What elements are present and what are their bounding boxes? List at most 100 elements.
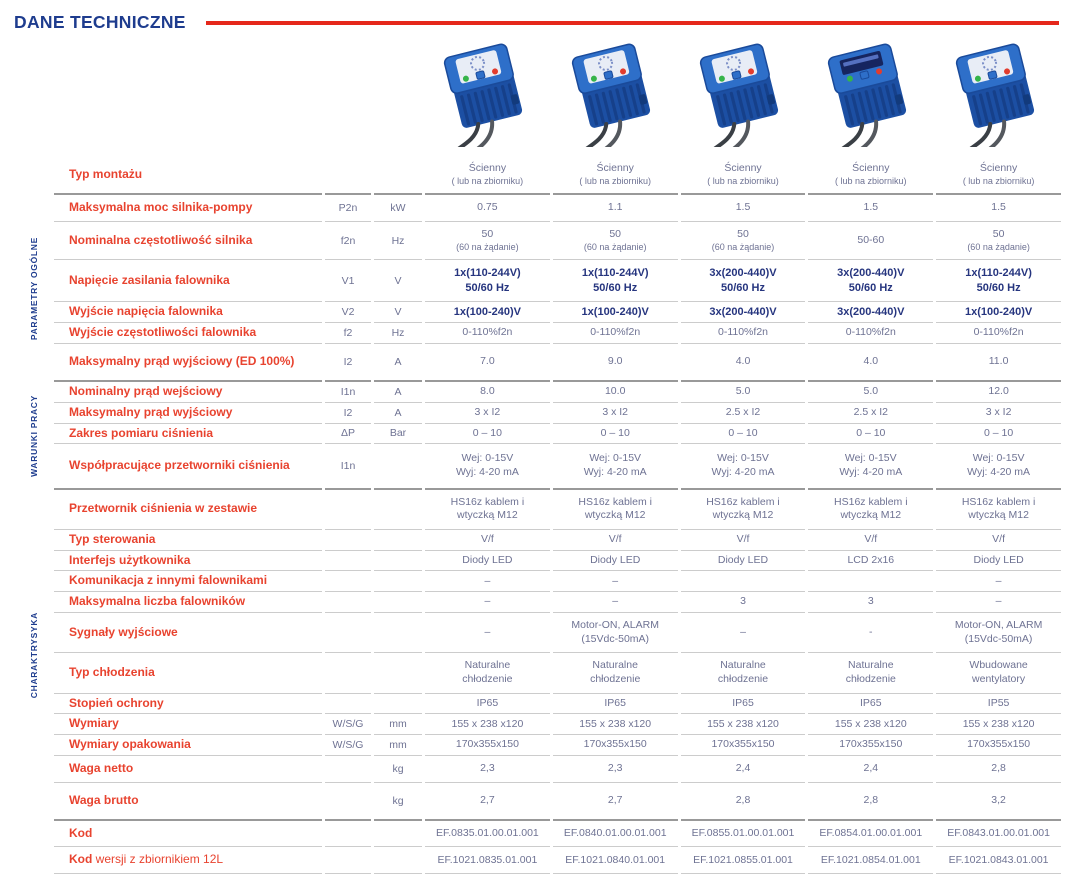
value-cell-col5: Wbudowane wentylatory: [936, 653, 1061, 694]
row-label-text: Maksymalna liczba falowników: [69, 594, 246, 609]
value-cell-col5: HS16z kablem i wtyczką M12: [936, 490, 1061, 530]
row-label-stopien-ochrony: Stopień ochrony: [54, 694, 322, 715]
row-label-kod-wersji-z-zbiornikiem-12l: Kod wersji z zbiornikiem 12L: [54, 847, 322, 874]
value-line: IP65: [732, 696, 754, 709]
row-unit: kg: [374, 783, 422, 821]
row-label-typ-ch-odzenia: Typ chłodzenia: [54, 653, 322, 694]
row-label-zakres-pomiaru-cisnienia: Zakres pomiaru ciśnienia: [54, 424, 322, 445]
value-line: 155 x 238 x120: [707, 717, 779, 730]
value-cell-col5: 3,2: [936, 783, 1061, 821]
value-cell-col4: 3x(200-440)V: [808, 302, 934, 324]
value-cell-col5: 1x(110-244V) 50/60 Hz: [936, 260, 1061, 303]
value-line: Naturalne: [464, 659, 511, 672]
value-line: 170x355x150: [839, 738, 903, 751]
value-cell-col1: EF.1021.0835.01.001: [425, 847, 550, 874]
value-line: 50: [992, 228, 1005, 241]
row-unit: A: [374, 403, 422, 424]
row-label-wyjscie-napiecia-falownika: Wyjście napięcia falownika: [54, 302, 322, 324]
value-cell-col5: 3 x I2: [936, 403, 1061, 424]
value-line: (15Vdc-50mA): [581, 632, 650, 645]
row-label-text: Maksymalna moc silnika-pompy: [69, 200, 253, 215]
row-symbol: V1: [325, 260, 371, 303]
value-line: 2.5 x I2: [725, 405, 761, 418]
value-cell-col5: Ścienny( lub na zbiorniku): [936, 156, 1061, 196]
value-cell-col2: 170x355x150: [552, 735, 678, 757]
value-line: 2,7: [607, 793, 623, 806]
row-label-wyjscie-czestotliwosci-falownika: Wyjście częstotliwości falownika: [54, 323, 322, 345]
row-label-text: Wyjście napięcia falownika: [69, 304, 223, 319]
value-line: 170x355x150: [967, 738, 1031, 751]
value-line: chłodzenie: [717, 673, 769, 685]
row-label-text: Wymiary opakowania: [69, 737, 191, 752]
table-row: Zakres pomiaru ciśnienia ΔP Bar 0 – 10 0 – 1…: [17, 424, 1061, 445]
value-line: Diody LED: [973, 553, 1024, 566]
value-cell-col2: 1.1: [552, 195, 678, 223]
value-line: wtyczką M12: [968, 509, 1029, 522]
row-unit: [374, 592, 422, 614]
row-label-wymiary-opakowania: Wymiary opakowania: [54, 735, 322, 757]
value-line: 155 x 238 x120: [451, 717, 524, 730]
row-unit: [374, 821, 422, 848]
value-cell-col2: 1x(110-244V) 50/60 Hz: [552, 260, 678, 303]
value-line: 1x(100-240)V: [581, 306, 649, 319]
value-line: (15Vdc-50mA): [964, 632, 1033, 645]
value-cell-col5: 1.5: [936, 195, 1061, 223]
value-line: 1x(110-244V): [454, 267, 521, 280]
row-unit: A: [374, 382, 422, 403]
value-line: 3 x I2: [474, 405, 501, 418]
value-line: V/f: [864, 532, 878, 545]
value-cell-col1: HS16z kablem i wtyczką M12: [425, 490, 550, 530]
row-symbol: [325, 530, 371, 551]
value-cell-col3: 2,8: [680, 783, 806, 821]
value-line: Ścienny: [724, 162, 762, 174]
row-symbol: [325, 551, 371, 572]
row-unit: Hz: [374, 323, 422, 345]
row-label-kod: Kod: [54, 821, 322, 848]
value-line: 3 x I2: [985, 405, 1012, 418]
product-image-cell-1: [425, 41, 550, 156]
value-line: 50: [609, 228, 622, 241]
value-line: 1.5: [991, 201, 1006, 214]
row-label-text: Sygnały wyjściowe: [69, 624, 178, 639]
value-line: –: [612, 574, 619, 587]
row-unit: mm: [374, 714, 422, 736]
value-cell-col1: Ścienny( lub na zbiorniku): [425, 156, 550, 196]
value-cell-col2: Wej: 0-15V Wyj: 4-20 mA: [552, 444, 678, 490]
value-cell-col3: HS16z kablem i wtyczką M12: [680, 490, 806, 530]
value-line: EF.1021.0843.01.001: [948, 853, 1049, 866]
value-cell-col4: 0 – 10: [808, 424, 934, 445]
value-cell-col1: 1x(110-244V) 50/60 Hz: [425, 260, 550, 303]
value-line: Wej: 0-15V: [589, 452, 642, 465]
row-symbol: I1n: [325, 444, 371, 490]
value-line: –: [995, 595, 1002, 608]
value-line: 0 – 10: [983, 426, 1014, 439]
value-line: LCD 2x16: [847, 553, 895, 566]
row-symbol: [325, 613, 371, 654]
row-symbol: P2n: [325, 195, 371, 223]
row-label-text: Kod: [69, 852, 93, 867]
value-cell-col4: IP65: [808, 694, 934, 715]
row-unit: [374, 530, 422, 551]
value-cell-col3: Ścienny( lub na zbiorniku): [680, 156, 806, 196]
value-line: 0-110%f2n: [462, 326, 513, 339]
inverter-product-image: [444, 43, 523, 154]
row-label-nominalny-prad-wejsciowy: Nominalny prąd wejściowy: [54, 382, 322, 403]
value-cell-col1: 0 – 10: [425, 424, 550, 445]
row-label-rest: wersji z zbiornikiem 12L: [92, 852, 224, 867]
value-line: 155 x 238 x120: [834, 717, 907, 730]
inverter-product-image: [955, 43, 1034, 154]
row-label-wymiary: Wymiary: [54, 714, 322, 736]
table-row: Wyjście napięcia falownika V2 V 1x(100-240)…: [17, 302, 1061, 324]
table-row: Kod wersji z zbiornikiem 12L EF.1021.0835…: [17, 847, 1061, 874]
value-line: 0 – 10: [856, 426, 886, 439]
row-symbol: [325, 490, 371, 530]
value-cell-col3: Diody LED: [680, 551, 806, 572]
table-row: Nominalna częstotliwość silnika f2n Hz 50 (6…: [17, 222, 1061, 261]
table-row: Typ sterowania V/f V/f V/f V/f V/f: [17, 530, 1061, 551]
value-line: 2,4: [735, 762, 751, 775]
table-row: Wymiary opakowania W/S/G mm 170x355x150 170x…: [17, 735, 1061, 757]
value-cell-col1: 2,7: [425, 783, 550, 821]
value-cell-col3: 4.0: [680, 344, 806, 382]
value-line: chłodzenie: [590, 673, 641, 685]
